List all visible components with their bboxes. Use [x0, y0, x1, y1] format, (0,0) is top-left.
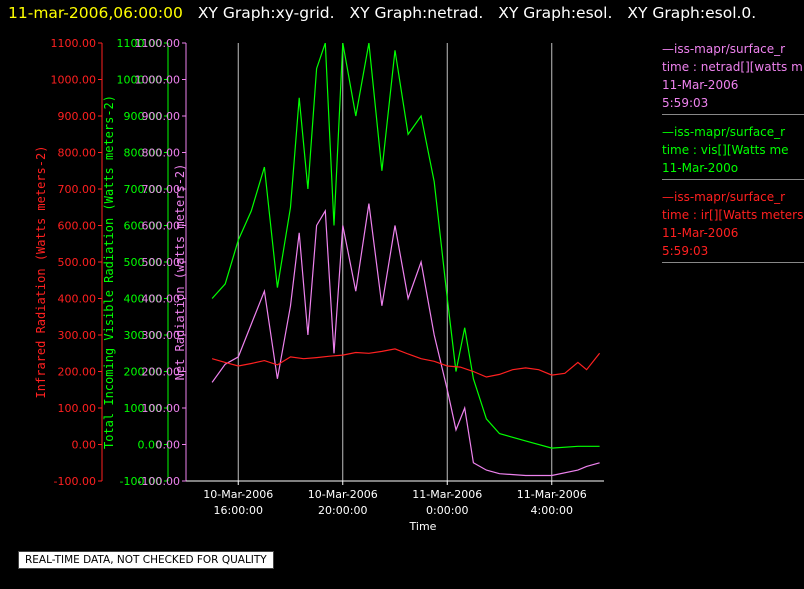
- y-tick-label-0-4: 700.00: [58, 183, 97, 196]
- y-tick-label-2-10: 100.00: [142, 402, 181, 415]
- y-tick-label-2-12: -100.00: [138, 475, 180, 488]
- y-tick-label-0-0: 1100.00: [51, 37, 97, 50]
- title-graph-4: XY Graph:esol.0.: [627, 4, 757, 22]
- legend-line-0-1: time : netrad[][watts m: [662, 60, 803, 74]
- x-tick-label-date-0: 10-Mar-2006: [203, 488, 273, 501]
- y-tick-label-1-5: 600.00: [124, 220, 163, 233]
- x-tick-label-date-2: 11-Mar-2006: [412, 488, 482, 501]
- title-time: 11-mar-2006,06:00:00: [8, 4, 183, 22]
- y-tick-label-2-9: 200.00: [142, 366, 181, 379]
- y-tick-label-2-6: 500.00: [142, 256, 181, 269]
- legend-line-1-0: —iss-mapr/surface_r: [662, 125, 786, 139]
- quality-notice: REAL-TIME DATA, NOT CHECKED FOR QUALITY: [18, 551, 274, 569]
- y-tick-label-2-11: 0.00: [156, 439, 181, 452]
- y-axis-label-2: Net Radiation (watts meters-2): [173, 164, 187, 381]
- x-tick-label-date-1: 10-Mar-2006: [308, 488, 378, 501]
- y-tick-label-0-10: 100.00: [58, 402, 97, 415]
- y-tick-label-0-5: 600.00: [58, 220, 97, 233]
- y-tick-label-0-7: 400.00: [58, 293, 97, 306]
- y-axis-label-0: Infrared Radiation (Watts meters-2): [34, 146, 48, 399]
- legend-line-0-2: 11-Mar-2006: [662, 78, 739, 92]
- y-tick-label-0-3: 800.00: [58, 147, 97, 160]
- x-tick-label-date-3: 11-Mar-2006: [517, 488, 587, 501]
- y-tick-label-1-8: 300.00: [124, 329, 163, 342]
- legend-line-1-1: time : vis[][Watts me: [662, 143, 789, 157]
- legend-line-0-0: —iss-mapr/surface_r: [662, 42, 786, 56]
- legend-line-2-1: time : ir[][Watts meters: [662, 208, 804, 222]
- y-tick-label-2-1: 1000.00: [135, 74, 181, 87]
- y-tick-label-1-7: 400.00: [124, 293, 163, 306]
- y-tick-label-1-6: 500.00: [124, 256, 163, 269]
- series-line-0: [211, 348, 601, 378]
- x-tick-label-time-0: 16:00:00: [214, 504, 263, 517]
- y-tick-label-1-9: 200.00: [124, 366, 163, 379]
- series-line-1: [211, 43, 600, 449]
- y-tick-label-0-11: 0.00: [72, 439, 97, 452]
- title-bar: 11-mar-2006,06:00:00 XY Graph:xy-grid. X…: [8, 3, 756, 25]
- legend-line-2-2: 11-Mar-2006: [662, 226, 739, 240]
- title-graph-3: XY Graph:esol.: [498, 4, 613, 22]
- y-tick-label-1-10: 100.00: [124, 402, 163, 415]
- y-tick-label-1-11: 0.00: [138, 439, 163, 452]
- y-tick-label-0-1: 1000.00: [51, 74, 97, 87]
- y-tick-label-2-7: 400.00: [142, 293, 181, 306]
- legend-line-1-2: 11-Mar-200o: [662, 161, 739, 175]
- x-axis-label: Time: [409, 520, 437, 533]
- y-tick-label-0-9: 200.00: [58, 366, 97, 379]
- y-tick-label-1-4: 700.00: [124, 183, 163, 196]
- y-tick-label-2-3: 800.00: [142, 147, 181, 160]
- y-tick-label-2-2: 900.00: [142, 110, 181, 123]
- y-tick-label-0-12: -100.00: [54, 475, 96, 488]
- y-tick-label-1-3: 800.00: [124, 147, 163, 160]
- series-line-2: [211, 203, 600, 477]
- y-tick-label-0-6: 500.00: [58, 256, 97, 269]
- y-tick-label-1-1: 1000.00: [117, 74, 163, 87]
- y-tick-label-1-12: -100.00: [120, 475, 162, 488]
- y-tick-label-0-2: 900.00: [58, 110, 97, 123]
- y-tick-label-1-0: 1100.00: [117, 37, 163, 50]
- legend-line-0-3: 5:59:03: [662, 96, 709, 110]
- legend-line-2-0: —iss-mapr/surface_r: [662, 190, 786, 204]
- x-tick-label-time-1: 20:00:00: [318, 504, 367, 517]
- y-axis-label-1: Total Incoming Visible Radiation (Watts …: [102, 95, 116, 449]
- legend-line-2-3: 5:59:03: [662, 244, 709, 258]
- y-tick-label-2-4: 700.00: [142, 183, 181, 196]
- x-tick-label-time-2: 0:00:00: [426, 504, 468, 517]
- y-tick-label-2-8: 300.00: [142, 329, 181, 342]
- title-graph-2: XY Graph:netrad.: [349, 4, 484, 22]
- y-tick-label-2-0: 1100.00: [135, 37, 181, 50]
- y-tick-label-1-2: 900.00: [124, 110, 163, 123]
- y-tick-label-2-5: 600.00: [142, 220, 181, 233]
- y-tick-label-0-8: 300.00: [58, 329, 97, 342]
- x-tick-label-time-3: 4:00:00: [531, 504, 573, 517]
- title-graph-1: XY Graph:xy-grid.: [197, 4, 335, 22]
